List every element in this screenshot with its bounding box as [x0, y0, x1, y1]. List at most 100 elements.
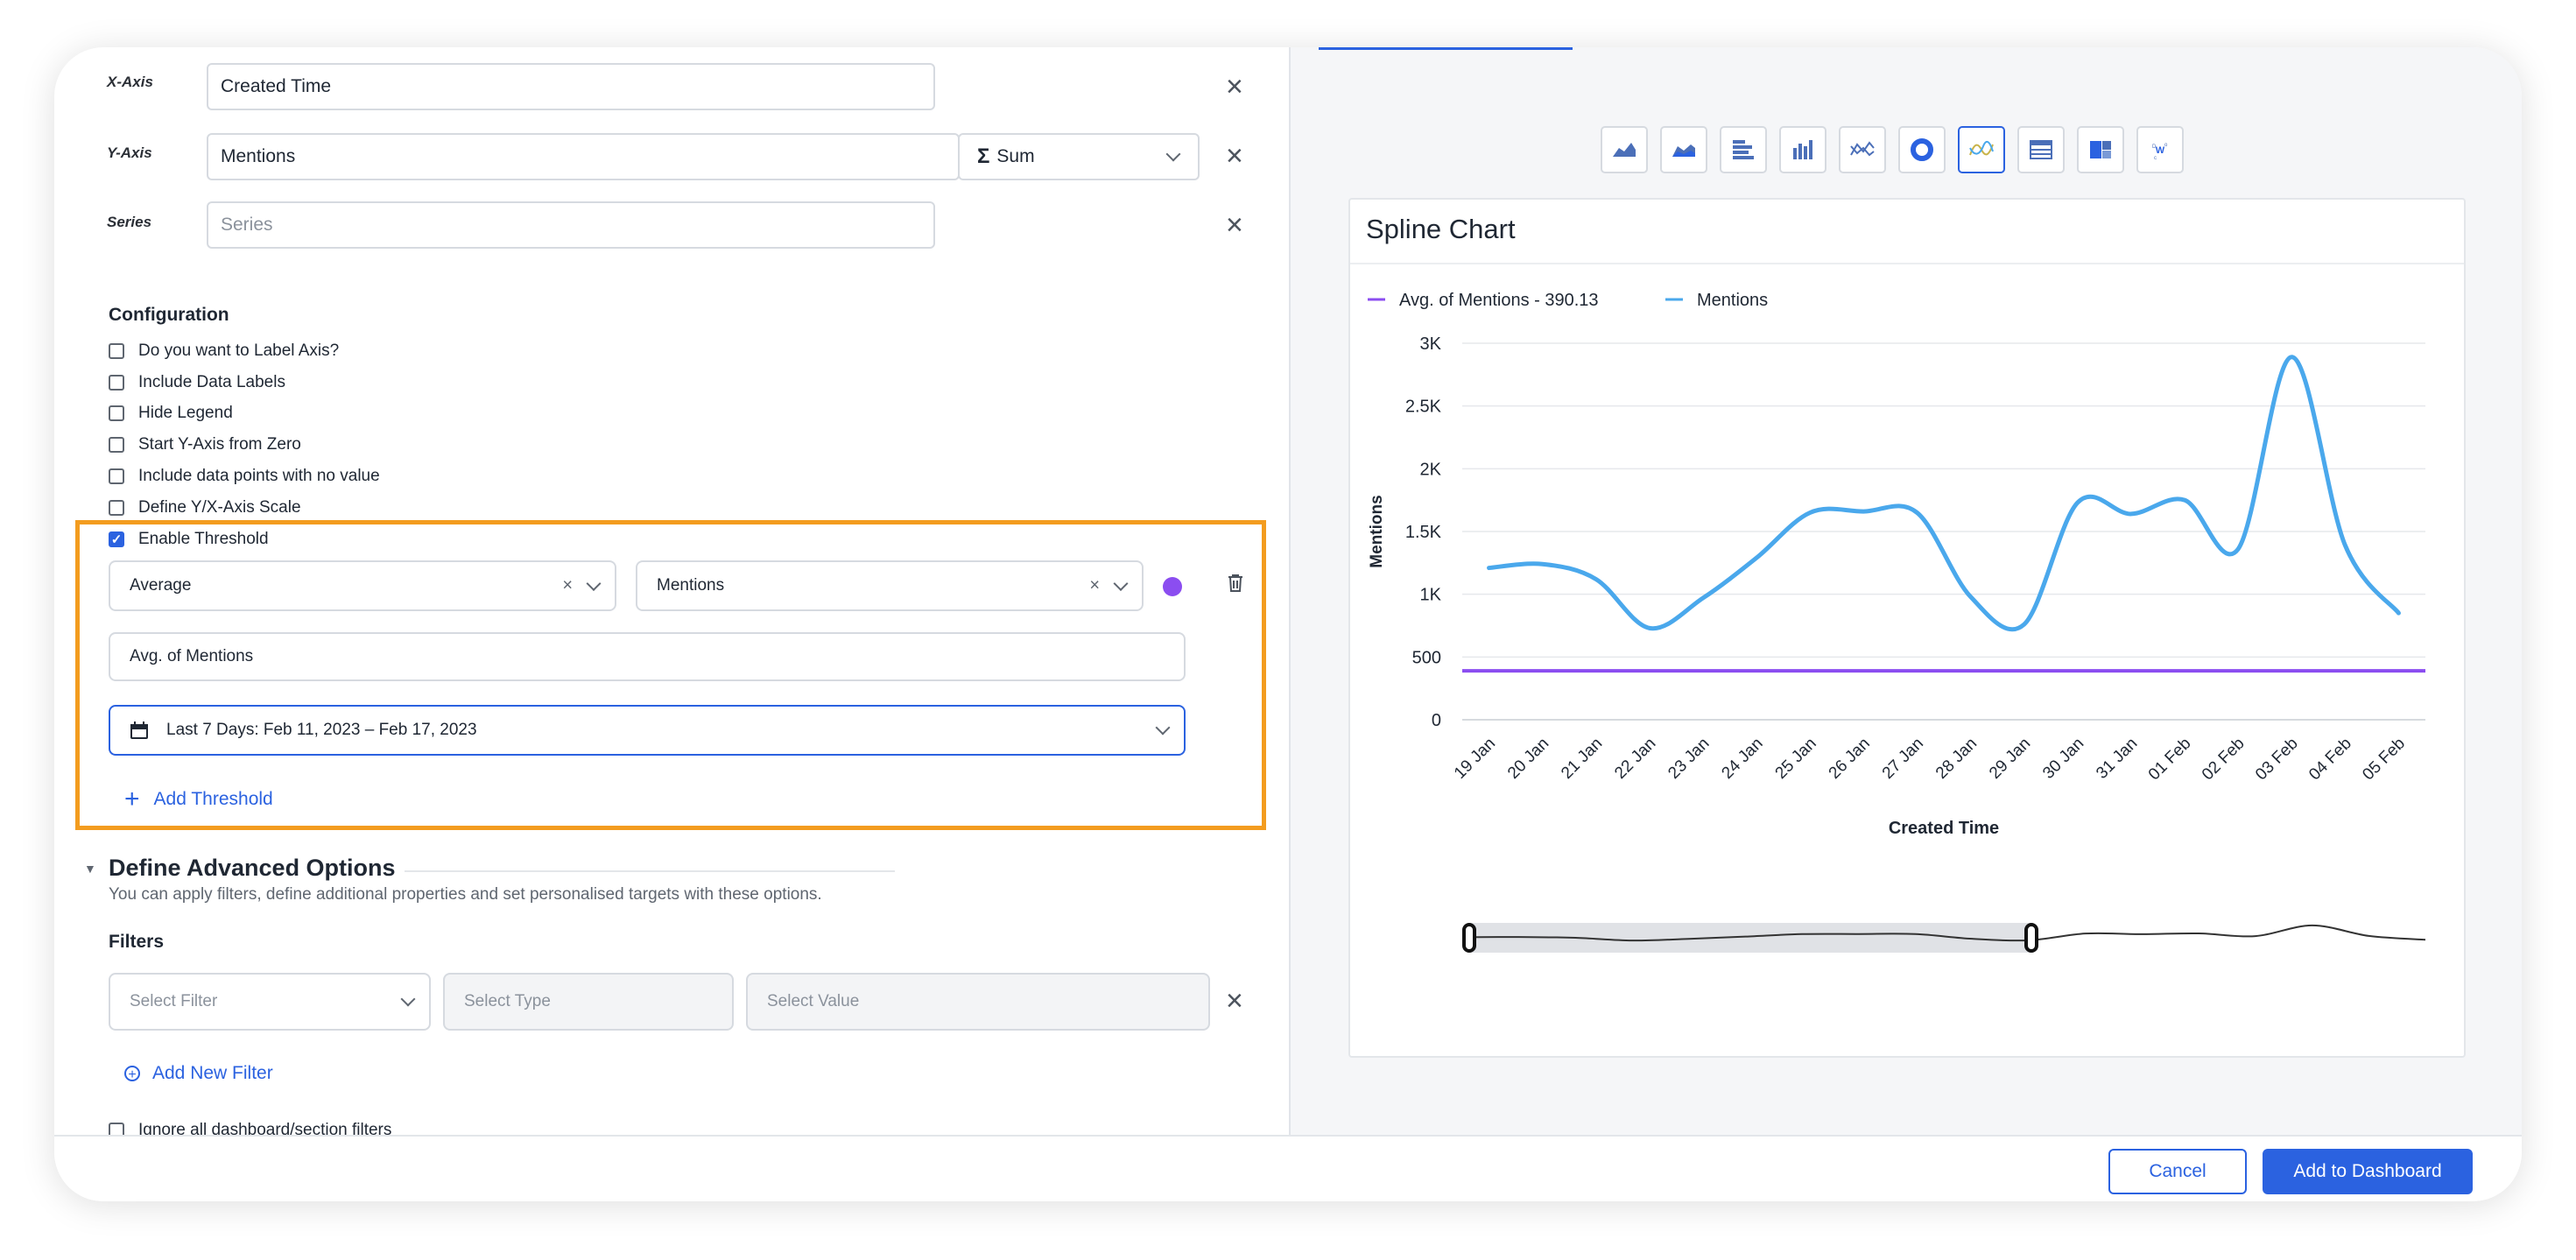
threshold-type-select[interactable]: Average ×: [109, 560, 616, 611]
remove-filter-icon[interactable]: ×: [1226, 984, 1243, 1017]
y-axis-label: Y-Axis: [107, 144, 152, 161]
option-text: Start Y-Axis from Zero: [138, 435, 301, 454]
stacked-area-chart-button[interactable]: [1660, 126, 1707, 173]
chevron-down-icon: [586, 575, 602, 591]
threshold-date-range-select[interactable]: Last 7 Days: Feb 11, 2023 – Feb 17, 2023: [109, 705, 1186, 756]
option-ignore-filters[interactable]: Ignore all dashboard/section filters: [109, 1121, 391, 1135]
option-text: Enable Threshold: [138, 530, 269, 548]
aggregation-select[interactable]: Σ Sum: [958, 133, 1200, 180]
x-tick-label: 21 Jan: [1558, 735, 1606, 783]
checkbox[interactable]: [109, 468, 124, 484]
option-text: Hide Legend: [138, 404, 233, 422]
option-hide-legend[interactable]: Hide Legend: [109, 404, 233, 423]
area-chart-button[interactable]: [1601, 126, 1648, 173]
dialog-footer: Cancel Add to Dashboard: [54, 1135, 2522, 1201]
plus-circle-icon: +: [124, 1066, 140, 1082]
y-axis-value: Mentions: [221, 146, 296, 166]
option-start-zero[interactable]: Start Y-Axis from Zero: [109, 435, 301, 454]
cancel-button[interactable]: Cancel: [2108, 1149, 2247, 1194]
checkbox-checked[interactable]: ✓: [109, 531, 124, 547]
svg-text:D: D: [2152, 144, 2157, 150]
x-tick-label: 19 Jan: [1451, 735, 1499, 783]
checkbox[interactable]: [109, 375, 124, 391]
x-tick-label: 31 Jan: [2093, 735, 2141, 783]
x-tick-label: 29 Jan: [1986, 735, 2034, 783]
threshold-type-value: Average: [130, 576, 192, 595]
advanced-options-title[interactable]: Define Advanced Options: [109, 855, 396, 881]
divider: [405, 870, 895, 872]
clear-series-icon[interactable]: ×: [1226, 208, 1243, 242]
y-tick-label: 500: [1412, 648, 1441, 667]
option-text: Ignore all dashboard/section filters: [138, 1121, 392, 1135]
table-chart-button[interactable]: [2017, 126, 2065, 173]
series-label: Series: [107, 214, 152, 230]
y-axis-field[interactable]: Mentions: [207, 133, 960, 180]
navigator-left-handle[interactable]: [1462, 923, 1476, 953]
threshold-metric-select[interactable]: Mentions ×: [636, 560, 1144, 611]
option-axis-scale[interactable]: Define Y/X-Axis Scale: [109, 498, 301, 517]
column-chart-button[interactable]: [1779, 126, 1826, 173]
treemap-chart-button[interactable]: [2077, 126, 2124, 173]
chart-preview-card: Spline Chart Avg. of Mentions - 390.13 Me…: [1348, 198, 2466, 1058]
collapse-triangle-icon[interactable]: ▼: [84, 862, 96, 876]
option-no-value-points[interactable]: Include data points with no value: [109, 467, 380, 486]
horizontal-bar-chart-button[interactable]: [1720, 126, 1767, 173]
option-data-labels[interactable]: Include Data Labels: [109, 373, 285, 392]
svg-text:W: W: [2156, 145, 2165, 156]
y-tick-label: 1.5K: [1405, 523, 1442, 542]
clear-icon[interactable]: ×: [1089, 575, 1100, 595]
select-type-dropdown[interactable]: Select Type: [443, 973, 734, 1031]
treemap-chart-icon: [2090, 141, 2111, 158]
threshold-name-field[interactable]: Avg. of Mentions: [109, 632, 1186, 681]
clear-x-axis-icon[interactable]: ×: [1226, 70, 1243, 103]
x-tick-label: 27 Jan: [1879, 735, 1927, 783]
threshold-name-value: Avg. of Mentions: [130, 647, 254, 665]
select-value-dropdown[interactable]: Select Value: [746, 973, 1210, 1031]
trash-icon[interactable]: [1226, 573, 1245, 594]
table-chart-icon: [2030, 140, 2052, 159]
spline-chart-button[interactable]: [1958, 126, 2005, 173]
series-placeholder: Series: [221, 215, 273, 235]
checkbox[interactable]: [109, 437, 124, 453]
line-chart-button[interactable]: [1839, 126, 1886, 173]
x-tick-label: 03 Feb: [2252, 735, 2302, 785]
svg-text:c: c: [2154, 156, 2157, 161]
add-new-filter-button[interactable]: + Add New Filter: [124, 1063, 273, 1084]
calendar-icon: [130, 722, 148, 739]
checkbox[interactable]: [109, 500, 124, 516]
series-field[interactable]: Series: [207, 201, 935, 249]
x-axis-title: Created Time: [1889, 819, 1999, 838]
x-axis-field[interactable]: Created Time: [207, 63, 935, 110]
x-tick-label: 24 Jan: [1718, 735, 1766, 783]
clear-y-axis-icon[interactable]: ×: [1226, 139, 1243, 172]
configuration-title: Configuration: [109, 305, 229, 325]
x-tick-label: 23 Jan: [1665, 735, 1713, 783]
y-tick-label: 2.5K: [1405, 398, 1442, 417]
add-threshold-label: Add Threshold: [153, 789, 273, 809]
spline-chart: Avg. of Mentions - 390.13 Mentions 0 500 1K 1…: [1368, 291, 2426, 953]
divider: [1350, 263, 2464, 264]
threshold-color-picker[interactable]: [1163, 577, 1182, 596]
widget-editor-dialog: X-Axis Created Time × Y-Axis Mentions Σ …: [54, 47, 2522, 1201]
donut-chart-button[interactable]: [1898, 126, 1946, 173]
x-tick-label: 26 Jan: [1826, 735, 1874, 783]
y-tick-label: 2K: [1420, 460, 1442, 479]
checkbox[interactable]: [109, 343, 124, 359]
clear-icon[interactable]: ×: [562, 575, 573, 595]
donut-chart-icon: [1911, 138, 1933, 161]
add-threshold-button[interactable]: + Add Threshold: [124, 786, 273, 813]
add-to-dashboard-button[interactable]: Add to Dashboard: [2263, 1149, 2473, 1194]
x-tick-label: 01 Feb: [2145, 735, 2195, 785]
y-tick-label: 1K: [1420, 586, 1442, 605]
checkbox[interactable]: [109, 405, 124, 421]
x-tick-label: 04 Feb: [2305, 735, 2355, 785]
select-filter-dropdown[interactable]: Select Filter: [109, 973, 431, 1031]
option-enable-threshold[interactable]: ✓ Enable Threshold: [109, 530, 269, 549]
x-tick-label: 05 Feb: [2359, 735, 2409, 785]
navigator-right-handle[interactable]: [2024, 923, 2038, 953]
checkbox[interactable]: [109, 1123, 124, 1135]
add-new-filter-label: Add New Filter: [152, 1063, 273, 1083]
x-tick-label: 02 Feb: [2199, 735, 2249, 785]
option-label-axis[interactable]: Do you want to Label Axis?: [109, 341, 339, 361]
